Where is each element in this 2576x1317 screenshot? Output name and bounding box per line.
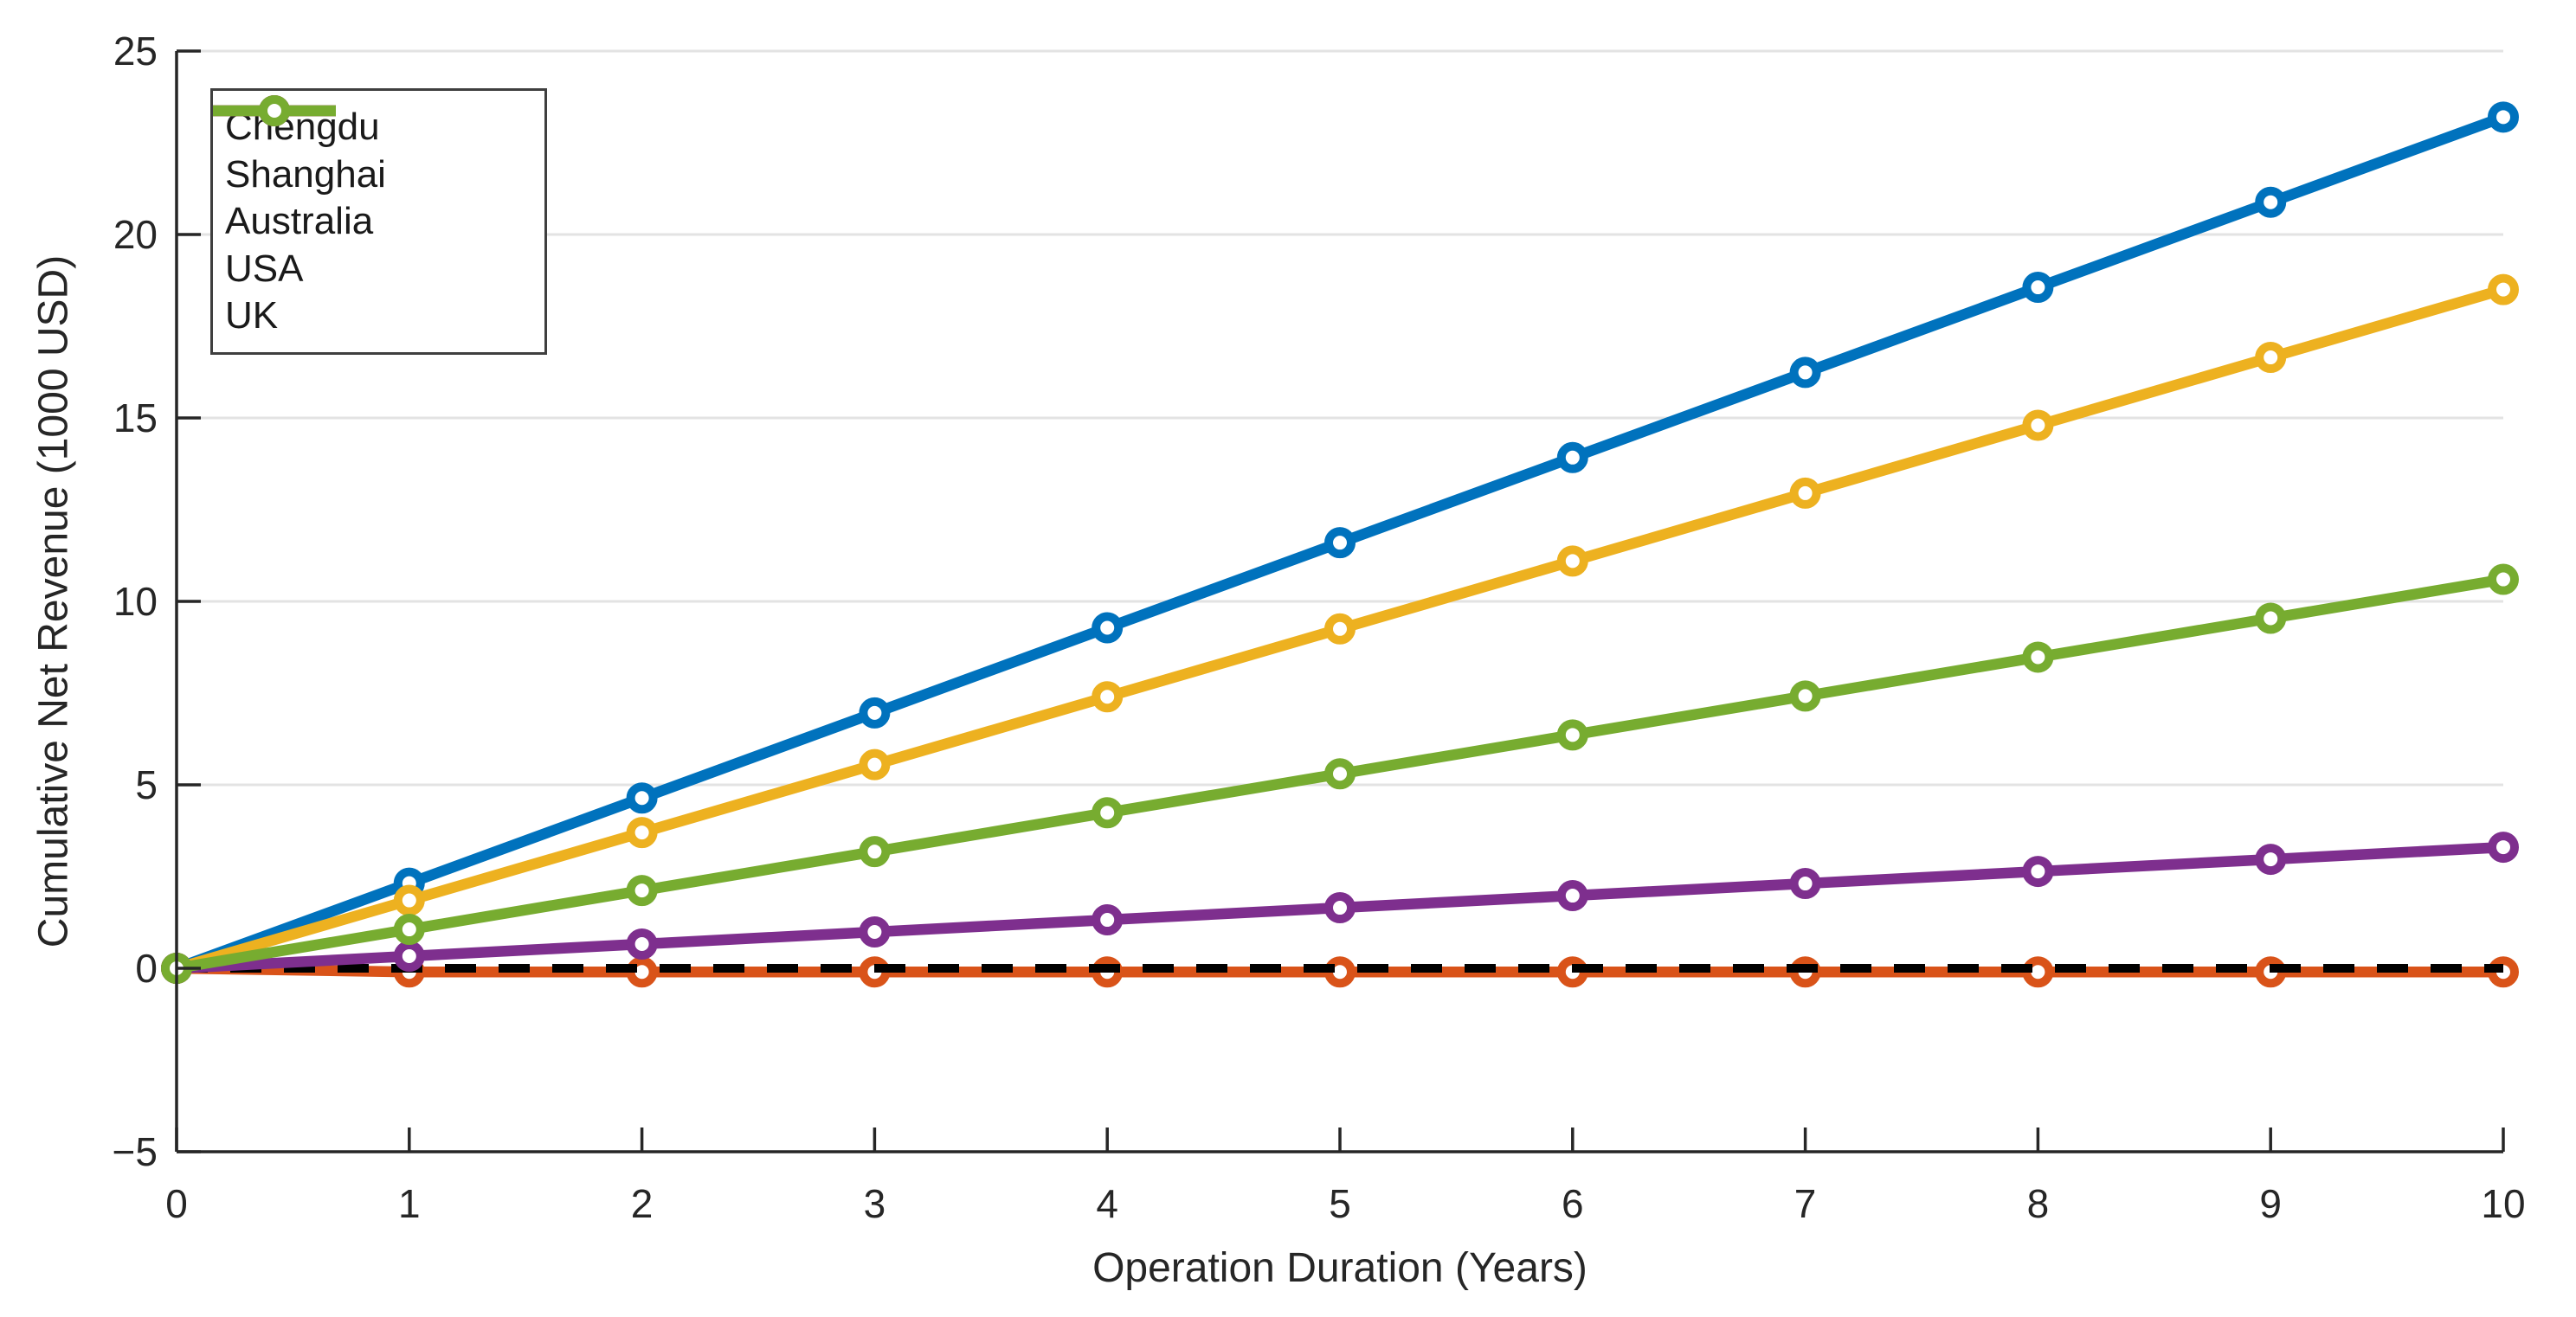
marker-chengdu-year-3: [859, 697, 891, 729]
legend-label-usa: USA: [225, 247, 304, 290]
legend-item-australia: Australia: [213, 95, 536, 243]
marker-uk-year-2: [626, 875, 658, 907]
marker-uk-year-9: [2255, 602, 2287, 634]
y-tick-label-10: 10: [113, 579, 158, 624]
x-tick-label-7: 7: [1794, 1181, 1817, 1226]
y-tick-label-0: 0: [135, 946, 158, 991]
legend-marker-sample: [259, 95, 290, 126]
marker-uk-year-7: [1789, 680, 1821, 712]
marker-australia-year-3: [859, 748, 891, 781]
x-tick-label-5: 5: [1329, 1181, 1351, 1226]
marker-australia-year-7: [1789, 477, 1821, 509]
legend-item-uk: UK: [213, 95, 536, 337]
marker-usa-year-1: [393, 941, 425, 973]
x-tick-label-2: 2: [631, 1181, 654, 1226]
marker-usa-year-9: [2255, 844, 2287, 876]
legend-label-uk: UK: [225, 294, 279, 337]
marker-chengdu-year-7: [1789, 357, 1821, 389]
y-tick-label-20: 20: [113, 212, 158, 257]
y-axis-title: Cumulative Net Revenue (1000 USD): [30, 254, 77, 948]
x-tick-label-8: 8: [2027, 1181, 2050, 1226]
marker-uk-year-5: [1324, 758, 1356, 790]
x-tick-label-0: 0: [165, 1181, 188, 1226]
legend: Chengdu Shanghai Australia USA UK: [210, 88, 547, 355]
marker-chengdu-year-6: [1556, 441, 1588, 473]
marker-usa-year-4: [1092, 904, 1124, 936]
marker-usa-year-6: [1556, 880, 1588, 912]
x-tick-label-3: 3: [864, 1181, 886, 1226]
marker-australia-year-5: [1324, 613, 1356, 645]
marker-usa-year-7: [1789, 868, 1821, 900]
marker-australia-year-2: [626, 817, 658, 849]
marker-usa-year-2: [626, 928, 658, 960]
marker-uk-year-3: [859, 836, 891, 868]
x-tick-label-1: 1: [398, 1181, 421, 1226]
y-tick-label-25: 25: [113, 29, 158, 74]
x-tick-label-10: 10: [2481, 1181, 2525, 1226]
marker-chengdu-year-9: [2255, 186, 2287, 218]
y-tick-label-15: 15: [113, 395, 158, 440]
legend-swatch-uk: [213, 95, 336, 126]
legend-item-shanghai: Shanghai: [213, 95, 536, 196]
x-tick-label-6: 6: [1562, 1181, 1584, 1226]
marker-usa-year-10: [2488, 832, 2519, 864]
marker-usa-year-8: [2022, 856, 2054, 888]
marker-chengdu-year-4: [1092, 612, 1124, 644]
marker-chengdu-year-8: [2022, 272, 2054, 304]
marker-chengdu-year-2: [626, 782, 658, 814]
marker-usa-year-5: [1324, 892, 1356, 924]
marker-australia-year-9: [2255, 342, 2287, 374]
marker-uk-year-1: [393, 914, 425, 946]
x-axis-title: Operation Duration (Years): [1092, 1245, 1587, 1291]
marker-chengdu-year-10: [2488, 101, 2519, 133]
marker-australia-year-6: [1556, 545, 1588, 577]
marker-australia-year-8: [2022, 409, 2054, 441]
marker-uk-year-4: [1092, 797, 1124, 829]
y-tick-label-5: 5: [135, 762, 158, 807]
marker-uk-year-8: [2022, 641, 2054, 673]
marker-uk-year-10: [2488, 563, 2519, 595]
marker-usa-year-3: [859, 916, 891, 948]
marker-australia-year-4: [1092, 681, 1124, 713]
marker-uk-year-6: [1556, 719, 1588, 751]
x-tick-label-4: 4: [1096, 1181, 1118, 1226]
legend-label-australia: Australia: [225, 200, 374, 242]
marker-australia-year-10: [2488, 273, 2519, 305]
marker-australia-year-1: [393, 884, 425, 916]
x-tick-label-9: 9: [2259, 1181, 2282, 1226]
legend-item-usa: USA: [213, 95, 536, 291]
marker-chengdu-year-5: [1324, 527, 1356, 559]
legend-label-shanghai: Shanghai: [225, 152, 386, 196]
y-tick-label--5: −5: [113, 1129, 158, 1174]
